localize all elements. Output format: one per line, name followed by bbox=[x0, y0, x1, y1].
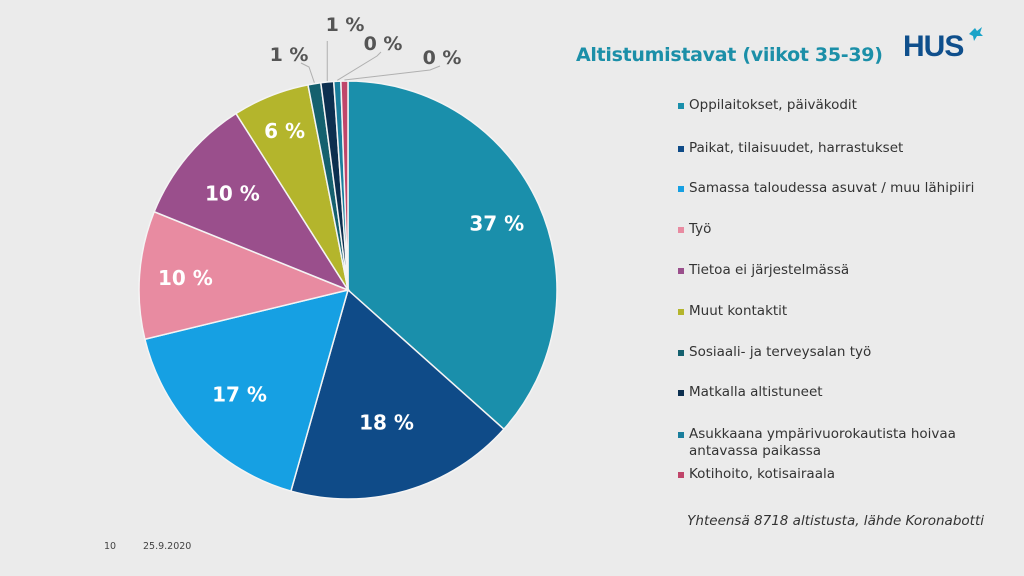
legend-swatch bbox=[678, 309, 684, 315]
chart-title: Altistumistavat (viikot 35-39) bbox=[576, 44, 883, 66]
legend-swatch bbox=[678, 268, 684, 274]
pie-slice bbox=[153, 112, 350, 292]
pie-slice bbox=[143, 288, 350, 492]
leader-line bbox=[337, 51, 382, 81]
slice-label-outside: 0 % bbox=[364, 33, 403, 55]
source-note: Yhteensä 8718 altistusta, lähde Koronabo… bbox=[687, 513, 984, 529]
legend-label: Sosiaali- ja terveysalan työ bbox=[689, 344, 872, 360]
pie-slice bbox=[340, 80, 349, 291]
slice-label: 10 % bbox=[158, 266, 213, 290]
hus-logo: HUS bbox=[903, 27, 983, 64]
leader-line bbox=[344, 65, 441, 81]
legend-label: Työ bbox=[689, 221, 712, 237]
legend-label: Samassa taloudessa asuvat / muu lähipiir… bbox=[689, 180, 975, 196]
pie-slice bbox=[138, 210, 351, 341]
slice-label: 18 % bbox=[359, 410, 414, 434]
legend-swatch bbox=[678, 350, 684, 356]
slice-label-outside: 0 % bbox=[423, 47, 462, 69]
legend-label: Asukkaana ympärivuorokautista hoivaa ant… bbox=[689, 426, 956, 459]
legend-swatch bbox=[678, 390, 684, 396]
legend-label: Matkalla altistuneet bbox=[689, 384, 823, 400]
legend-swatch bbox=[678, 472, 684, 478]
legend-swatch bbox=[678, 146, 684, 152]
legend-item: Sosiaali- ja terveysalan työ bbox=[678, 344, 871, 361]
logo-cross-icon bbox=[969, 27, 983, 41]
slice-label: 10 % bbox=[205, 182, 260, 206]
legend-item: Muut kontaktit bbox=[678, 303, 787, 320]
slice-label: 37 % bbox=[469, 211, 524, 235]
legend-label: Kotihoito, kotisairaala bbox=[689, 466, 836, 482]
legend-label: Oppilaitokset, päiväkodit bbox=[689, 97, 857, 113]
legend-swatch bbox=[678, 103, 684, 109]
legend-swatch bbox=[678, 227, 684, 233]
legend-item: Oppilaitokset, päiväkodit bbox=[678, 97, 857, 114]
legend-swatch bbox=[678, 186, 684, 192]
slide-date: 25.9.2020 bbox=[143, 541, 192, 552]
legend-item: Samassa taloudessa asuvat / muu lähipiir… bbox=[678, 180, 974, 197]
pie-slice bbox=[290, 288, 505, 500]
page-number: 10 bbox=[104, 541, 117, 552]
pie-slice bbox=[347, 80, 558, 431]
legend-label: Muut kontaktit bbox=[689, 303, 788, 319]
leader-line bbox=[300, 62, 315, 83]
slice-label: 17 % bbox=[212, 382, 267, 406]
slice-label: 6 % bbox=[264, 119, 305, 143]
legend-item: Työ bbox=[678, 221, 711, 238]
legend-item: Tietoa ei järjestelmässä bbox=[678, 262, 849, 279]
legend-swatch bbox=[678, 432, 684, 438]
legend-item: Asukkaana ympärivuorokautista hoivaa ant… bbox=[678, 426, 989, 460]
slice-label-outside: 1 % bbox=[326, 14, 365, 36]
legend-item: Matkalla altistuneet bbox=[678, 384, 823, 401]
legend-label: Paikat, tilaisuudet, harrastukset bbox=[689, 140, 904, 156]
legend-item: Paikat, tilaisuudet, harrastukset bbox=[678, 140, 903, 157]
slice-label-outside: 1 % bbox=[270, 44, 309, 66]
legend-label: Tietoa ei järjestelmässä bbox=[689, 262, 850, 278]
legend-item: Kotihoito, kotisairaala bbox=[678, 466, 835, 483]
